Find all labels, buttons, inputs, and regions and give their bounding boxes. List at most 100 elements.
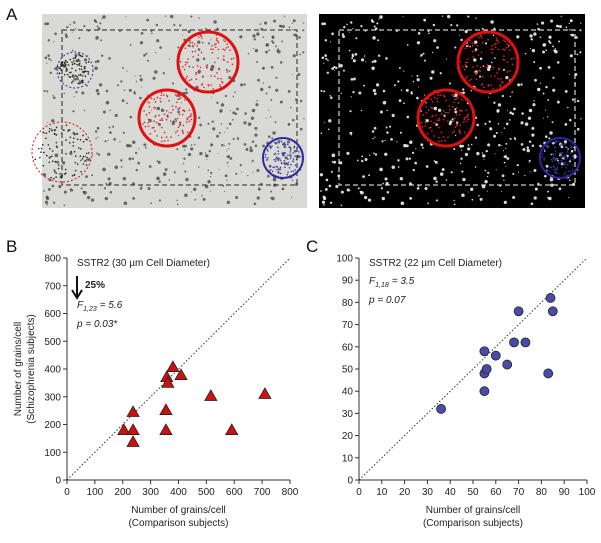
speckle: [457, 96, 459, 99]
speckle: [79, 159, 82, 162]
speckle: [184, 47, 187, 49]
speckle: [292, 118, 295, 122]
speckle: [139, 96, 142, 100]
speckle: [501, 174, 505, 178]
speckle: [516, 35, 520, 39]
speckle: [86, 159, 88, 161]
speckle: [465, 77, 467, 80]
y-tick-label: 400: [44, 365, 61, 376]
speckle: [528, 161, 530, 163]
speckle: [463, 117, 466, 119]
speckle: [487, 84, 490, 86]
speckle: [217, 57, 219, 59]
speckle: [438, 136, 440, 139]
speckle: [219, 85, 222, 88]
speckle: [445, 111, 447, 114]
speckle: [476, 64, 479, 67]
speckle: [240, 171, 242, 173]
speckle: [271, 196, 275, 201]
speckle: [80, 170, 82, 173]
speckle: [452, 106, 454, 108]
speckle: [405, 157, 409, 161]
speckle: [159, 119, 162, 122]
speckle: [276, 49, 279, 52]
speckle: [417, 185, 420, 187]
speckle: [257, 187, 261, 191]
speckle: [484, 122, 487, 125]
speckle: [213, 61, 216, 64]
speckle: [464, 64, 467, 66]
speckle: [455, 97, 458, 100]
speckle: [355, 37, 358, 40]
speckle: [560, 142, 563, 144]
speckle: [472, 56, 475, 58]
speckle: [40, 147, 43, 150]
speckle: [503, 179, 505, 181]
speckle: [543, 150, 546, 152]
speckle: [147, 101, 150, 104]
speckle: [269, 116, 272, 118]
speckle: [560, 144, 562, 146]
speckle: [177, 134, 180, 137]
speckle: [55, 141, 58, 144]
speckle: [357, 187, 360, 190]
speckle: [79, 148, 82, 150]
speckle: [564, 123, 568, 126]
speckle: [183, 149, 186, 151]
speckle: [74, 56, 77, 59]
speckle: [424, 94, 426, 96]
speckle: [96, 126, 100, 130]
speckle: [479, 70, 481, 72]
speckle: [543, 148, 546, 151]
speckle: [204, 152, 207, 154]
speckle: [86, 84, 89, 87]
speckle: [272, 41, 275, 44]
speckle: [235, 172, 238, 175]
speckle: [555, 168, 558, 171]
speckle: [165, 110, 168, 112]
speckle: [63, 73, 66, 76]
speckle: [400, 89, 403, 91]
speckle: [291, 73, 293, 75]
speckle: [503, 161, 506, 164]
speckle: [43, 132, 46, 135]
speckle: [382, 89, 386, 93]
speckle: [188, 109, 190, 112]
data-point: [159, 403, 173, 415]
speckle: [170, 112, 172, 114]
speckle: [40, 151, 42, 154]
speckle: [168, 179, 171, 181]
speckle: [350, 134, 353, 136]
speckle: [79, 155, 82, 157]
speckle: [363, 55, 366, 57]
speckle: [156, 96, 159, 99]
speckle: [497, 122, 500, 125]
speckle: [483, 86, 485, 89]
speckle: [424, 118, 427, 121]
speckle: [48, 127, 51, 130]
speckle: [69, 76, 72, 78]
speckle: [46, 203, 48, 206]
speckle: [298, 36, 301, 39]
data-point: [479, 346, 490, 357]
speckle: [184, 110, 186, 113]
speckle: [490, 75, 492, 77]
speckle: [553, 168, 555, 171]
speckle: [63, 204, 66, 207]
speckle: [134, 151, 138, 155]
speckle: [285, 162, 288, 165]
y-tick-label: 200: [44, 420, 61, 431]
speckle: [53, 169, 56, 171]
speckle: [56, 160, 60, 164]
speckle: [454, 98, 456, 101]
speckle: [171, 105, 174, 108]
speckle: [73, 60, 75, 62]
speckle: [422, 114, 425, 116]
speckle: [185, 61, 187, 64]
speckle: [180, 96, 182, 99]
speckle: [223, 55, 225, 57]
speckle: [60, 64, 62, 66]
speckle: [561, 166, 563, 168]
speckle: [75, 28, 77, 30]
speckle: [221, 81, 224, 84]
